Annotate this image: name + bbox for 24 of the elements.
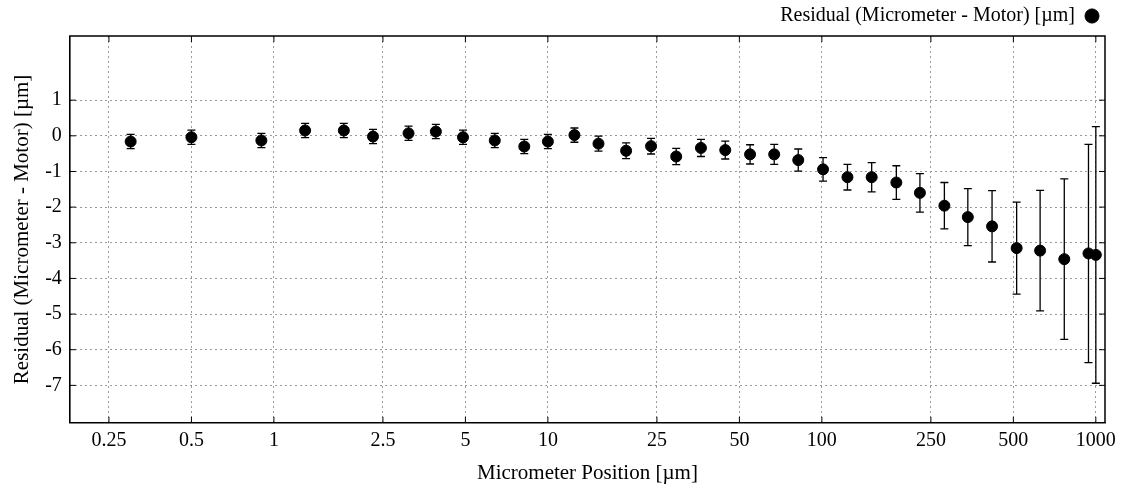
x-tick-label: 50 [729,428,750,451]
x-tick-label: 250 [915,428,946,451]
x-tick-label: 25 [646,428,667,451]
x-tick-label: 0.5 [178,428,204,451]
x-tick-label: 1 [268,428,279,451]
y-tick-label: 1 [51,87,62,110]
legend-label: Residual (Micrometer - Motor) [µm] [780,3,1075,27]
y-tick-label: -6 [45,336,62,359]
x-tick-label: 0.25 [91,428,127,451]
y-axis-title: Residual (Micrometer - Motor) [µm] [9,74,34,385]
x-tick-label: 2.5 [370,428,396,451]
x-tick-label: 5 [460,428,471,451]
y-tick-label: -4 [45,265,62,288]
y-tick-label: -2 [45,194,62,217]
x-tick-label: 100 [806,428,837,451]
y-tick-label: -5 [45,301,62,324]
y-tick-label: -1 [45,158,62,181]
y-tick-label: -7 [45,372,62,395]
x-tick-label: 10 [537,428,558,451]
x-tick-label: 500 [998,428,1029,451]
y-tick-label: -3 [45,230,62,253]
y-tick-label: 0 [51,123,62,146]
x-tick-label: 1000 [1075,428,1116,451]
x-axis-title: Micrometer Position [µm] [476,459,698,484]
